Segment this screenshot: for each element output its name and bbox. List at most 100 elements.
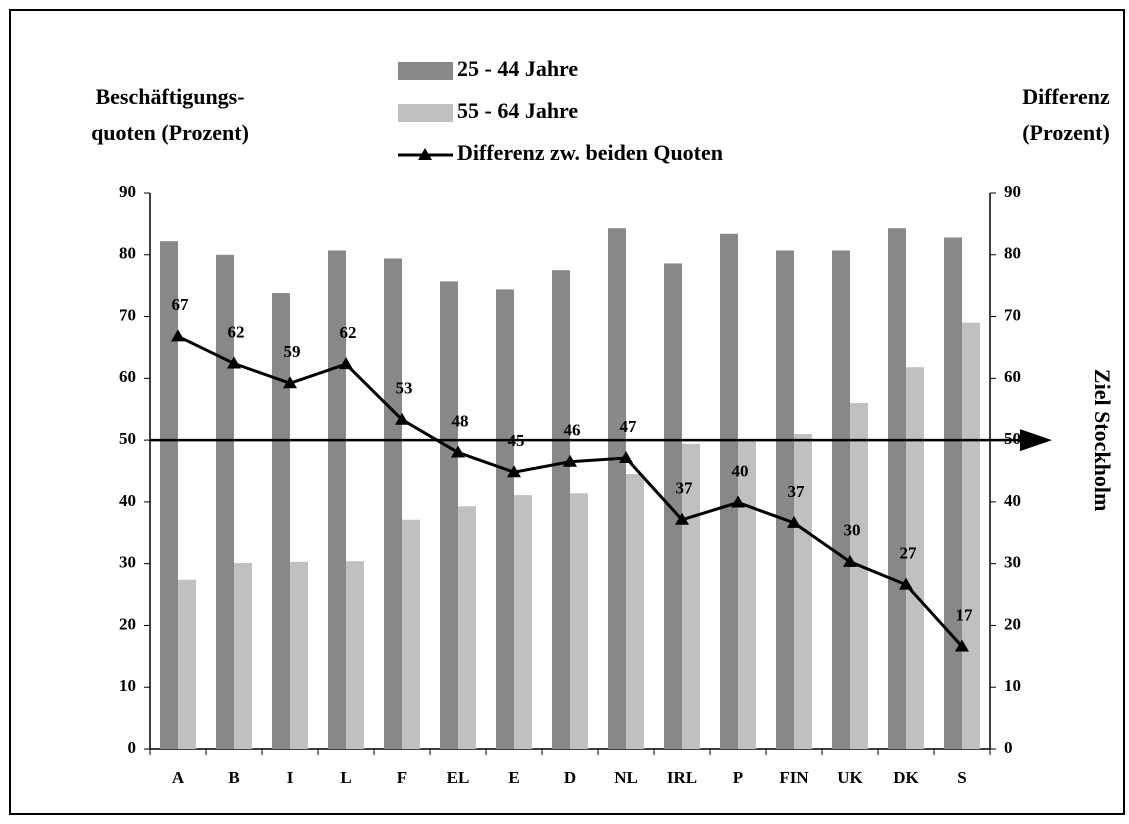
y-tick-label: 80 <box>119 244 136 263</box>
bar <box>776 250 794 749</box>
y2-tick-label: 40 <box>1004 491 1021 510</box>
bar <box>720 233 738 750</box>
y-tick-label: 40 <box>119 491 136 510</box>
line-marker <box>955 639 969 652</box>
bar <box>906 367 924 749</box>
y2-tick-label: 10 <box>1004 676 1021 695</box>
line-marker <box>451 445 465 458</box>
bar <box>384 258 402 749</box>
data-label: 37 <box>676 479 694 498</box>
line-marker <box>395 412 409 425</box>
x-tick-label: P <box>733 768 743 787</box>
x-tick-label: EL <box>447 768 470 787</box>
bar <box>272 293 290 749</box>
data-label: 53 <box>396 379 413 398</box>
y2-tick-label: 60 <box>1004 367 1021 386</box>
line-marker <box>339 357 353 370</box>
legend-swatch <box>398 62 453 80</box>
y2-tick-label: 90 <box>1004 182 1021 201</box>
bar <box>738 440 756 749</box>
y-tick-label: 10 <box>119 676 136 695</box>
x-tick-label: NL <box>614 768 638 787</box>
data-label: 27 <box>900 544 918 563</box>
bar <box>160 241 178 750</box>
line-marker <box>899 577 913 590</box>
y-tick-label: 30 <box>119 553 136 572</box>
bar <box>328 250 346 749</box>
bar <box>234 563 252 749</box>
line-marker <box>507 465 521 478</box>
y2-tick-label: 20 <box>1004 614 1021 633</box>
x-tick-label: FIN <box>779 768 809 787</box>
bar <box>458 506 476 749</box>
legend-label: 55 - 64 Jahre <box>457 98 578 123</box>
bar <box>216 254 234 749</box>
x-tick-label: F <box>397 768 407 787</box>
line-marker <box>171 329 185 342</box>
bar <box>888 228 906 750</box>
y-tick-label: 20 <box>119 614 136 633</box>
y-tick-label: 0 <box>128 738 137 757</box>
bar <box>962 322 980 749</box>
bar <box>794 433 812 749</box>
y2-tick-label: 50 <box>1004 429 1021 448</box>
x-tick-label: I <box>287 768 294 787</box>
bar <box>570 493 588 749</box>
y2-tick-label: 30 <box>1004 553 1021 572</box>
y2-axis-label: Differenz <box>1022 84 1110 109</box>
line-marker <box>787 515 801 528</box>
y2-tick-label: 0 <box>1004 738 1013 757</box>
y2-tick-label: 80 <box>1004 244 1021 263</box>
bar <box>552 270 570 749</box>
y2-tick-label: 70 <box>1004 305 1021 324</box>
target-label: Ziel Stockholm <box>1090 369 1115 511</box>
line-marker <box>227 356 241 369</box>
legend-swatch <box>398 104 453 122</box>
x-tick-label: D <box>564 768 576 787</box>
x-tick-label: A <box>172 768 185 787</box>
bar <box>944 237 962 750</box>
data-label: 17 <box>956 605 974 624</box>
data-label: 67 <box>172 295 190 314</box>
data-label: 37 <box>788 482 806 501</box>
line-marker <box>843 554 857 567</box>
y-axis-label: quoten (Prozent) <box>91 120 249 145</box>
data-label: 62 <box>228 322 245 341</box>
bar <box>346 561 364 749</box>
data-label: 46 <box>564 421 581 440</box>
bar <box>402 519 420 749</box>
data-label: 59 <box>284 342 301 361</box>
y-axis-label: Beschäftigungs- <box>95 84 244 109</box>
frame <box>9 9 1125 815</box>
bar <box>682 443 700 749</box>
y-tick-label: 60 <box>119 367 136 386</box>
y-tick-label: 90 <box>119 182 136 201</box>
target-arrow <box>1020 429 1052 452</box>
bar <box>440 281 458 749</box>
bar <box>290 561 308 749</box>
bar <box>626 474 644 749</box>
legend-label: Differenz zw. beiden Quoten <box>457 140 723 165</box>
data-label: 45 <box>508 431 525 450</box>
x-tick-label: S <box>957 768 966 787</box>
x-tick-label: B <box>228 768 239 787</box>
line-marker <box>675 512 689 525</box>
bar <box>514 495 532 749</box>
x-tick-label: IRL <box>667 768 697 787</box>
data-label: 30 <box>844 521 861 540</box>
y-tick-label: 70 <box>119 305 136 324</box>
x-tick-label: UK <box>837 768 863 787</box>
line-marker <box>619 451 633 464</box>
data-label: 47 <box>620 417 638 436</box>
bar <box>850 403 868 749</box>
line-marker <box>731 495 745 508</box>
x-tick-label: DK <box>893 768 919 787</box>
line-marker <box>563 454 577 467</box>
legend-marker <box>418 148 432 160</box>
legend-label: 25 - 44 Jahre <box>457 56 578 81</box>
x-tick-label: L <box>340 768 351 787</box>
data-label: 48 <box>452 411 469 430</box>
bar <box>178 579 196 749</box>
x-tick-label: E <box>508 768 519 787</box>
